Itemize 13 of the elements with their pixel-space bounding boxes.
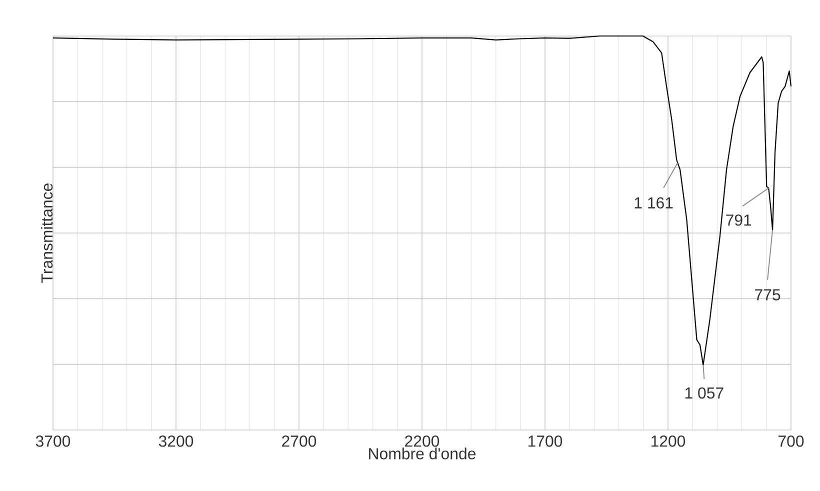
y-axis-title: Transmittance [40,184,53,283]
x-axis-title: Nombre d'onde [369,448,476,460]
annotation: 1 057 [685,387,724,399]
x-tick-label: 1700 [528,436,562,447]
x-tick-label: 3200 [158,436,194,447]
annotation: 1 161 [634,197,673,209]
annotation: 791 [726,214,752,226]
x-tick-label: 2200 [405,436,440,447]
x-tick-label: 700 [778,436,804,447]
x-tick-label: 2700 [282,436,316,447]
x-tick-label: 1200 [651,436,686,447]
x-tick-label: 3700 [36,436,70,447]
annotation: 775 [755,289,780,300]
